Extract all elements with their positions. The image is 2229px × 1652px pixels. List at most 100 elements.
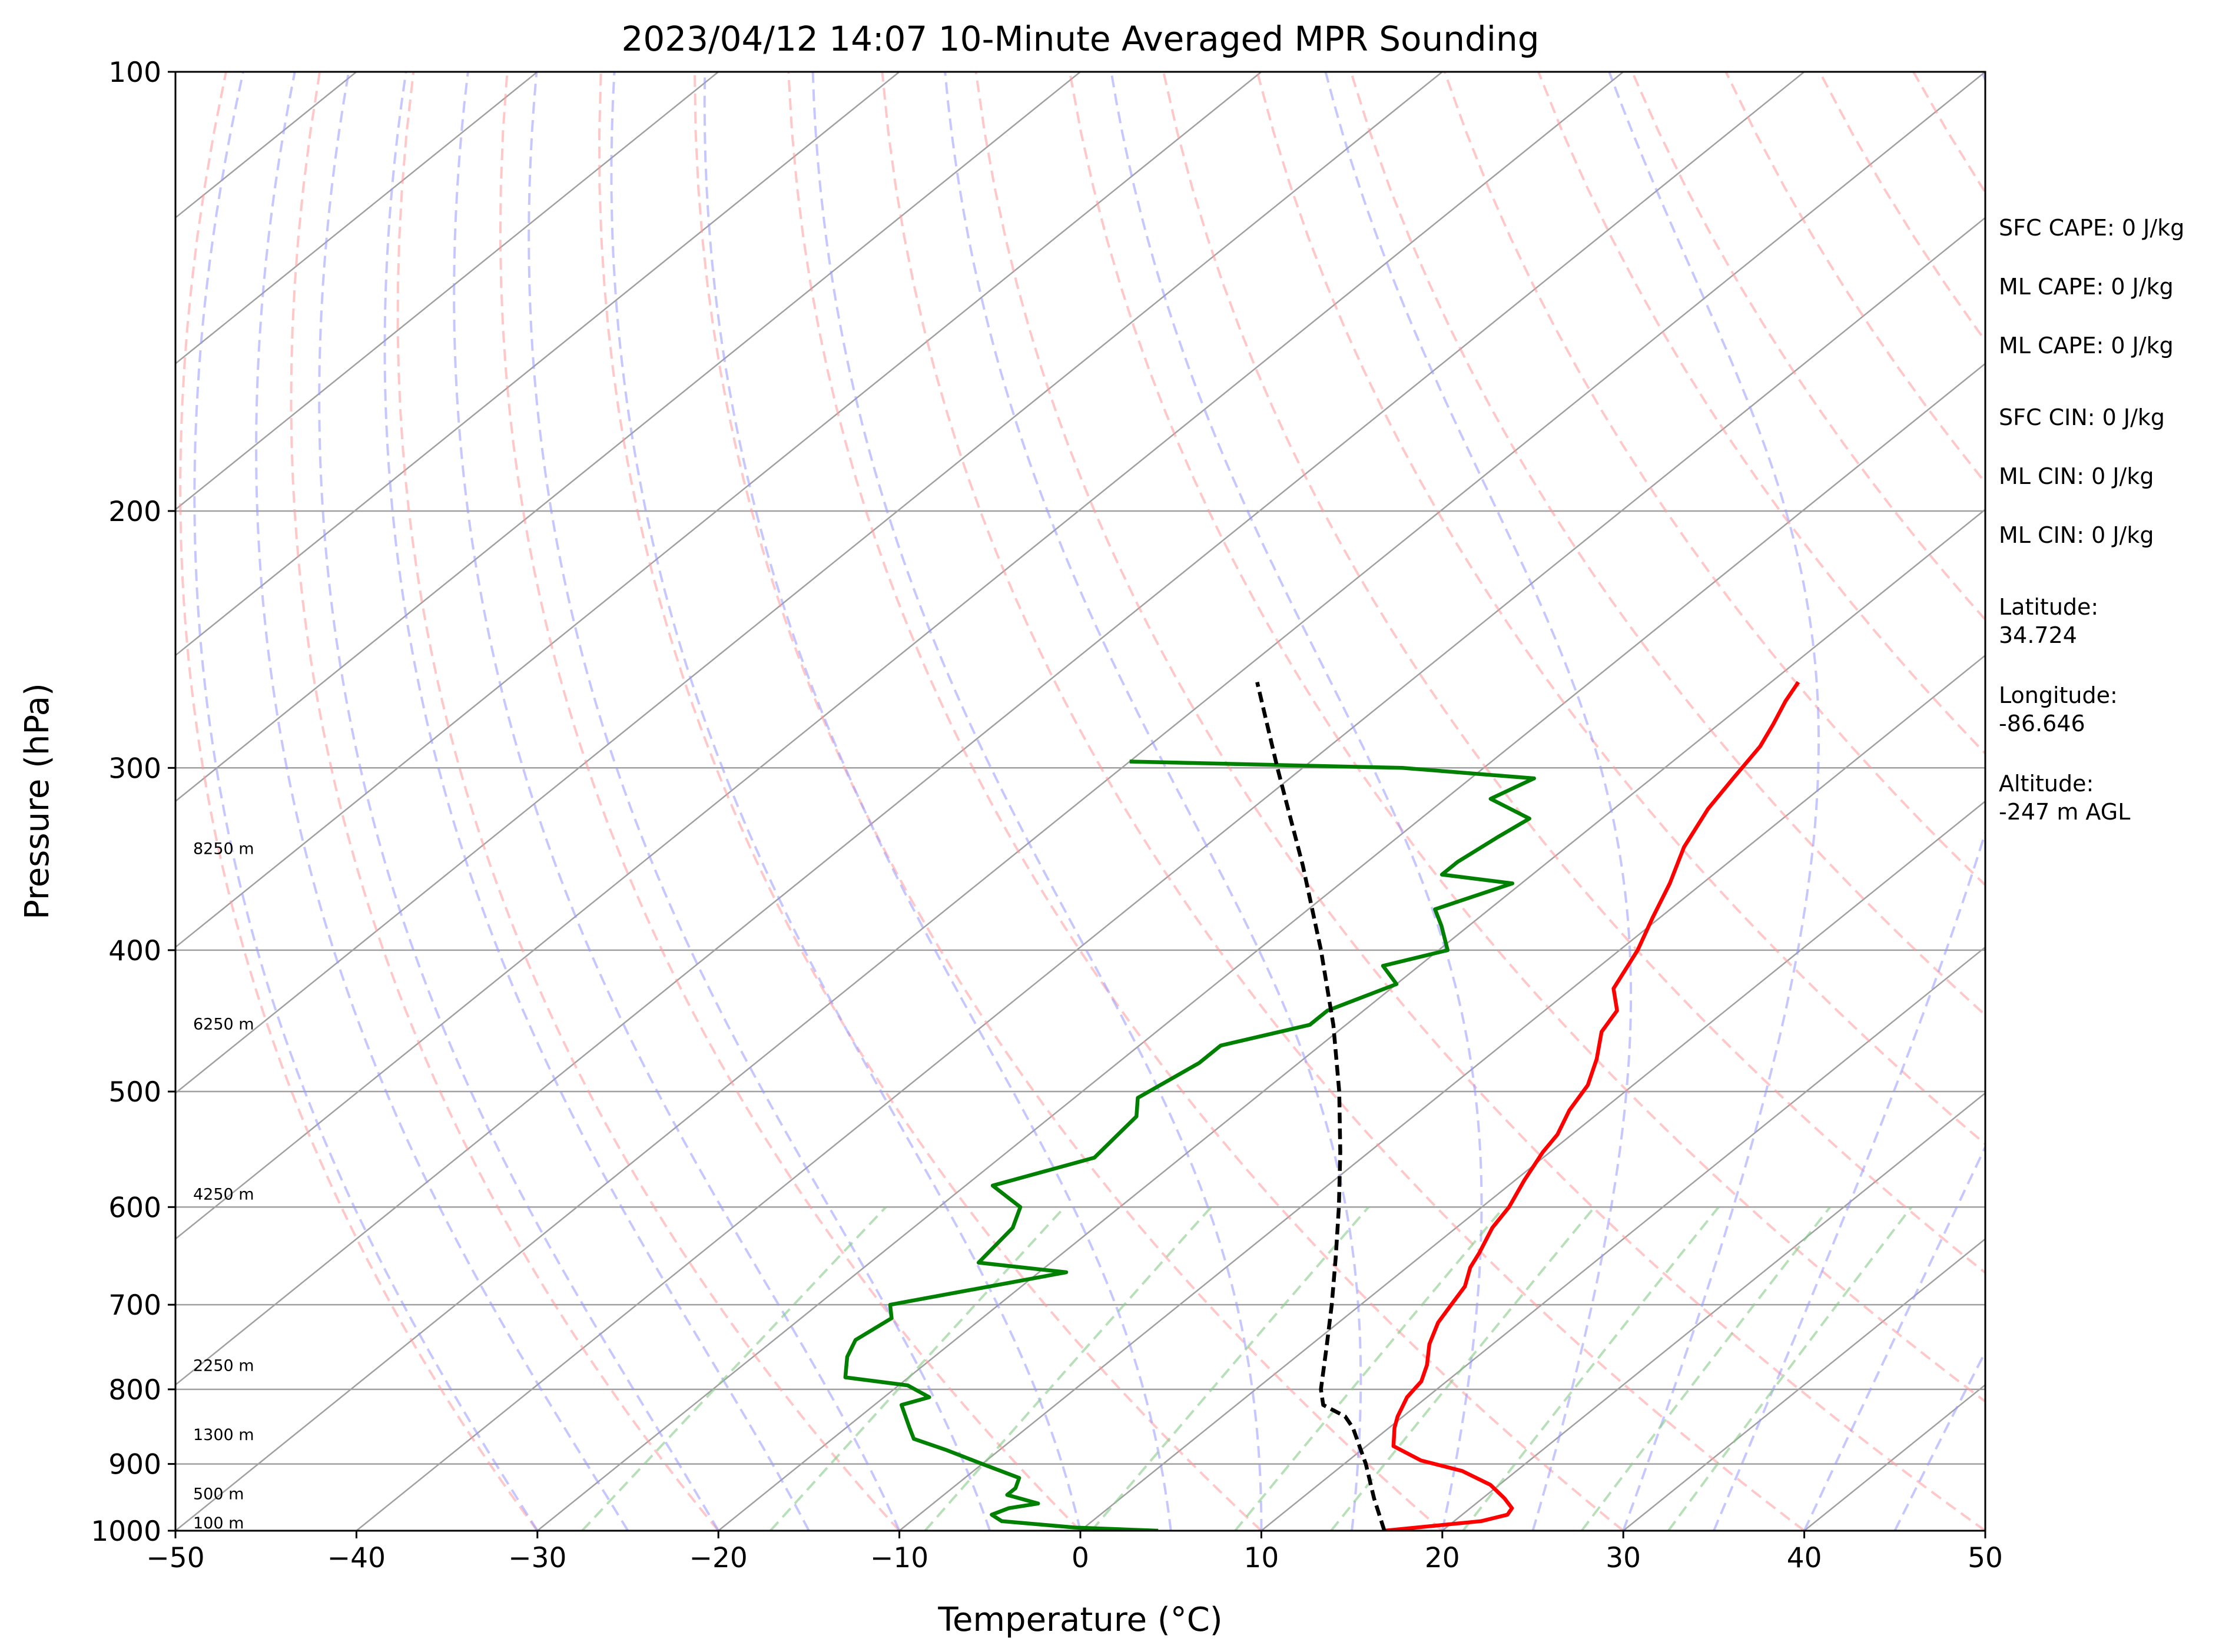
- isotherm: [175, 72, 1805, 1386]
- x-tick-label: 20: [1425, 1542, 1460, 1574]
- stat-label: ML CIN: 0 J/kg: [1999, 463, 2154, 489]
- mixing-ratio-line: [924, 1206, 1212, 1531]
- x-tick-label: −50: [146, 1542, 204, 1574]
- isotherm: [537, 362, 1985, 1531]
- dry-adiabat: [598, 72, 1262, 1531]
- isotherm: [898, 654, 1985, 1531]
- dry-adiabat: [974, 72, 1985, 1531]
- dry-adiabat: [1443, 72, 1985, 887]
- moist-adiabat: [1324, 72, 1633, 1531]
- dry-adiabat: [1162, 72, 1985, 1275]
- dry-adiabat: [881, 72, 1805, 1531]
- mixing-ratio-line: [1462, 1206, 1720, 1531]
- moist-adiabat: [193, 72, 539, 1531]
- x-tick-label: −20: [689, 1542, 748, 1574]
- stat-label: SFC CIN: 0 J/kg: [1999, 404, 2165, 430]
- mixing-ratio-line: [1090, 1206, 1370, 1531]
- y-tick-label: 700: [108, 1289, 161, 1322]
- temperature-line: [1384, 681, 1800, 1531]
- isotherm: [175, 72, 538, 365]
- isotherm: [1080, 800, 1985, 1531]
- mixing-ratio-line: [1667, 1206, 1913, 1531]
- moist-adiabat: [811, 72, 1263, 1531]
- isotherm: [175, 72, 1081, 802]
- dry-adiabat: [290, 72, 719, 1531]
- dry-adiabat: [1068, 72, 1985, 1403]
- moist-adiabat: [383, 72, 810, 1531]
- dry-adiabat: [1256, 72, 1985, 1146]
- chart-title: 2023/04/12 14:07 10-Minute Averaged MPR …: [621, 19, 1539, 59]
- isotherm: [1442, 1092, 1985, 1531]
- height-label: 6250 m: [193, 1016, 254, 1034]
- x-tick-label: 30: [1606, 1542, 1641, 1574]
- dry-adiabat: [396, 72, 901, 1531]
- x-tick-label: 10: [1243, 1542, 1279, 1574]
- moist-adiabat: [318, 72, 719, 1531]
- y-tick-label: 900: [108, 1449, 161, 1481]
- x-tick-label: −40: [327, 1542, 386, 1574]
- dry-adiabat: [179, 72, 539, 1531]
- x-tick-label: −30: [508, 1542, 566, 1574]
- mixing-ratio-line: [1234, 1206, 1505, 1531]
- axis-ticks: −50 −40 −30 −20 −10 0 10 20 30 40 50 100 200 300 400 50…: [91, 57, 2003, 1574]
- moist-adiabat: [1803, 1144, 1985, 1531]
- y-tick-label: 100: [108, 57, 161, 89]
- y-tick-label: 400: [108, 935, 161, 967]
- stat-label: ML CAPE: 0 J/kg: [1999, 274, 2174, 300]
- moist-adiabat: [528, 72, 991, 1531]
- moist-adiabat: [453, 72, 901, 1531]
- x-tick-label: 40: [1787, 1542, 1822, 1574]
- height-label: 4250 m: [193, 1185, 254, 1203]
- mixing-ratio-line: [1330, 1206, 1596, 1531]
- isotherm: [175, 72, 900, 656]
- moist-adiabat: [703, 72, 1172, 1531]
- stat-label: Longitude:: [1999, 682, 2118, 708]
- y-tick-label: 800: [108, 1374, 161, 1406]
- height-annotations: 100 m 500 m 1300 m 2250 m 4250 m 6250 m 8250 m: [193, 840, 254, 1532]
- reference-lines: [175, 72, 1985, 1531]
- isotherm: [175, 72, 719, 511]
- parcel-line: [1255, 681, 1387, 1531]
- isotherm: [718, 508, 1985, 1531]
- stat-label: ML CAPE: 0 J/kg: [1999, 333, 2174, 359]
- height-label: 100 m: [193, 1514, 244, 1532]
- isotherm: [175, 72, 1624, 1240]
- x-tick-label: −10: [870, 1542, 928, 1574]
- height-label: 2250 m: [193, 1357, 254, 1375]
- dry-adiabat: [694, 72, 1444, 1531]
- height-label: 500 m: [193, 1485, 244, 1503]
- stat-label: SFC CAPE: 0 J/kg: [1999, 215, 2184, 241]
- x-tick-label: 50: [1968, 1542, 2003, 1574]
- y-tick-label: 300: [108, 752, 161, 785]
- isotherm: [175, 72, 1262, 948]
- moist-adiabat: [1893, 1349, 1985, 1531]
- stat-label: -86.646: [1999, 711, 2085, 737]
- stat-label: Latitude:: [1999, 594, 2098, 620]
- stat-label: -247 m AGL: [1999, 799, 2130, 825]
- x-axis-label: Temperature (°C): [937, 1601, 1222, 1639]
- moist-adiabat: [255, 72, 629, 1531]
- dry-adiabat: [787, 72, 1624, 1531]
- isotherm: [1623, 1238, 1985, 1531]
- moist-adiabat: [1713, 72, 1985, 1531]
- mixing-ratio-line: [1580, 1206, 1831, 1531]
- sounding-profiles: [843, 681, 1800, 1531]
- x-tick-label: 0: [1072, 1542, 1089, 1574]
- height-label: 1300 m: [193, 1426, 254, 1444]
- mixing-ratio-line: [581, 1206, 887, 1531]
- y-tick-label: 500: [108, 1076, 161, 1109]
- stat-label: 34.724: [1999, 622, 2077, 648]
- stats-panel: SFC CAPE: 0 J/kg ML CAPE: 0 J/kg ML CAPE: …: [1999, 215, 2184, 825]
- y-tick-label: 200: [108, 496, 161, 528]
- stat-label: Altitude:: [1999, 771, 2094, 797]
- isotherm: [175, 72, 1985, 1531]
- y-axis-label: Pressure (hPa): [18, 683, 57, 920]
- y-tick-label: 600: [108, 1192, 161, 1224]
- mixing-ratio-line: [769, 1206, 1066, 1531]
- stat-label: ML CIN: 0 J/kg: [1999, 522, 2154, 548]
- isotherm: [1261, 946, 1985, 1531]
- isotherm: [356, 217, 1985, 1531]
- y-tick-label: 1000: [91, 1515, 161, 1548]
